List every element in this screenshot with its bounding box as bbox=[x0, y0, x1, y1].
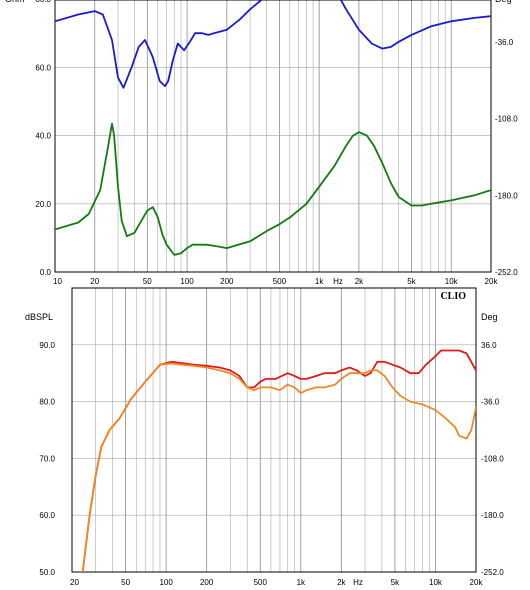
x-tick-label: 10k bbox=[445, 277, 459, 286]
y-tick-label: 80.0 bbox=[35, 0, 51, 4]
y-tick-label: 60.0 bbox=[39, 511, 55, 520]
y-tick-label: 50.0 bbox=[39, 568, 55, 577]
x-tick-label: 500 bbox=[273, 277, 287, 286]
x-axis-unit-label: Hz bbox=[353, 578, 363, 587]
x-tick-label: 20 bbox=[90, 277, 99, 286]
grid-lines bbox=[71, 288, 477, 573]
y-tick-label: 0.0 bbox=[40, 268, 52, 277]
plot-frame bbox=[71, 287, 477, 573]
plot-frame bbox=[54, 0, 492, 273]
series-line-spl_red bbox=[81, 349, 476, 572]
x-tick-label: 100 bbox=[180, 277, 194, 286]
x-tick-label: 5k bbox=[407, 277, 416, 286]
x-tick-label: 10k bbox=[429, 578, 443, 587]
x-tick-label: 2k bbox=[355, 277, 364, 286]
right-y-tick-label: -108.0 bbox=[481, 454, 504, 463]
right-y-tick-label: -180.0 bbox=[495, 191, 518, 200]
y-tick-label: 90.0 bbox=[39, 341, 55, 350]
x-tick-label: 5k bbox=[391, 578, 400, 587]
left-axis-unit: Ohm bbox=[5, 0, 25, 4]
x-tick-label: 20 bbox=[70, 578, 79, 587]
impedance-phase-chart: 0.0 20.0 40.0 60.0 80.0 -252.0 -180.0 -108.0 -36… bbox=[5, 0, 518, 286]
x-tick-label: 1k bbox=[297, 578, 306, 587]
x-tick-label: 50 bbox=[143, 277, 152, 286]
x-tick-label: 200 bbox=[200, 578, 214, 587]
right-y-tick-label: -36.0 bbox=[481, 398, 500, 407]
spl-chart: 50.0 60.0 70.0 80.0 90.0 -252.0 -180.0 -108.0 -3… bbox=[25, 287, 504, 587]
right-y-tick-label: 36.0 bbox=[481, 341, 497, 350]
series-line-impedance bbox=[55, 0, 491, 89]
right-axis-unit: Deg bbox=[481, 312, 498, 322]
x-tick-label: 500 bbox=[254, 578, 268, 587]
series-line-spl_orange bbox=[81, 362, 476, 572]
y-tick-label: 70.0 bbox=[39, 454, 55, 463]
x-tick-label: 2k bbox=[337, 578, 346, 587]
x-axis-unit-label: Hz bbox=[333, 277, 343, 286]
x-tick-label: 10 bbox=[53, 277, 62, 286]
x-tick-label: 200 bbox=[220, 277, 234, 286]
series-group bbox=[55, 0, 491, 256]
y-tick-label: 80.0 bbox=[39, 398, 55, 407]
right-y-tick-label: -108.0 bbox=[495, 115, 518, 124]
right-y-tick-label: -36.0 bbox=[495, 38, 514, 47]
x-tick-label: 20k bbox=[470, 578, 484, 587]
right-y-tick-label: -252.0 bbox=[481, 568, 504, 577]
series-line-phase bbox=[55, 122, 491, 256]
right-axis-unit: Deg bbox=[495, 0, 512, 4]
y-tick-label: 40.0 bbox=[35, 132, 51, 141]
series-group bbox=[81, 349, 476, 572]
x-tick-label: 50 bbox=[121, 578, 130, 587]
x-tick-label: 100 bbox=[159, 578, 173, 587]
grid-lines bbox=[54, 0, 492, 273]
left-axis-unit: dBSPL bbox=[25, 312, 53, 322]
right-y-tick-label: -252.0 bbox=[495, 268, 518, 277]
right-y-tick-label: -180.0 bbox=[481, 511, 504, 520]
y-tick-label: 60.0 bbox=[35, 63, 51, 72]
x-tick-label: 1k bbox=[315, 277, 324, 286]
x-tick-label: 20k bbox=[485, 277, 499, 286]
y-tick-label: 20.0 bbox=[35, 200, 51, 209]
clio-brand-label: CLIO bbox=[440, 291, 466, 302]
